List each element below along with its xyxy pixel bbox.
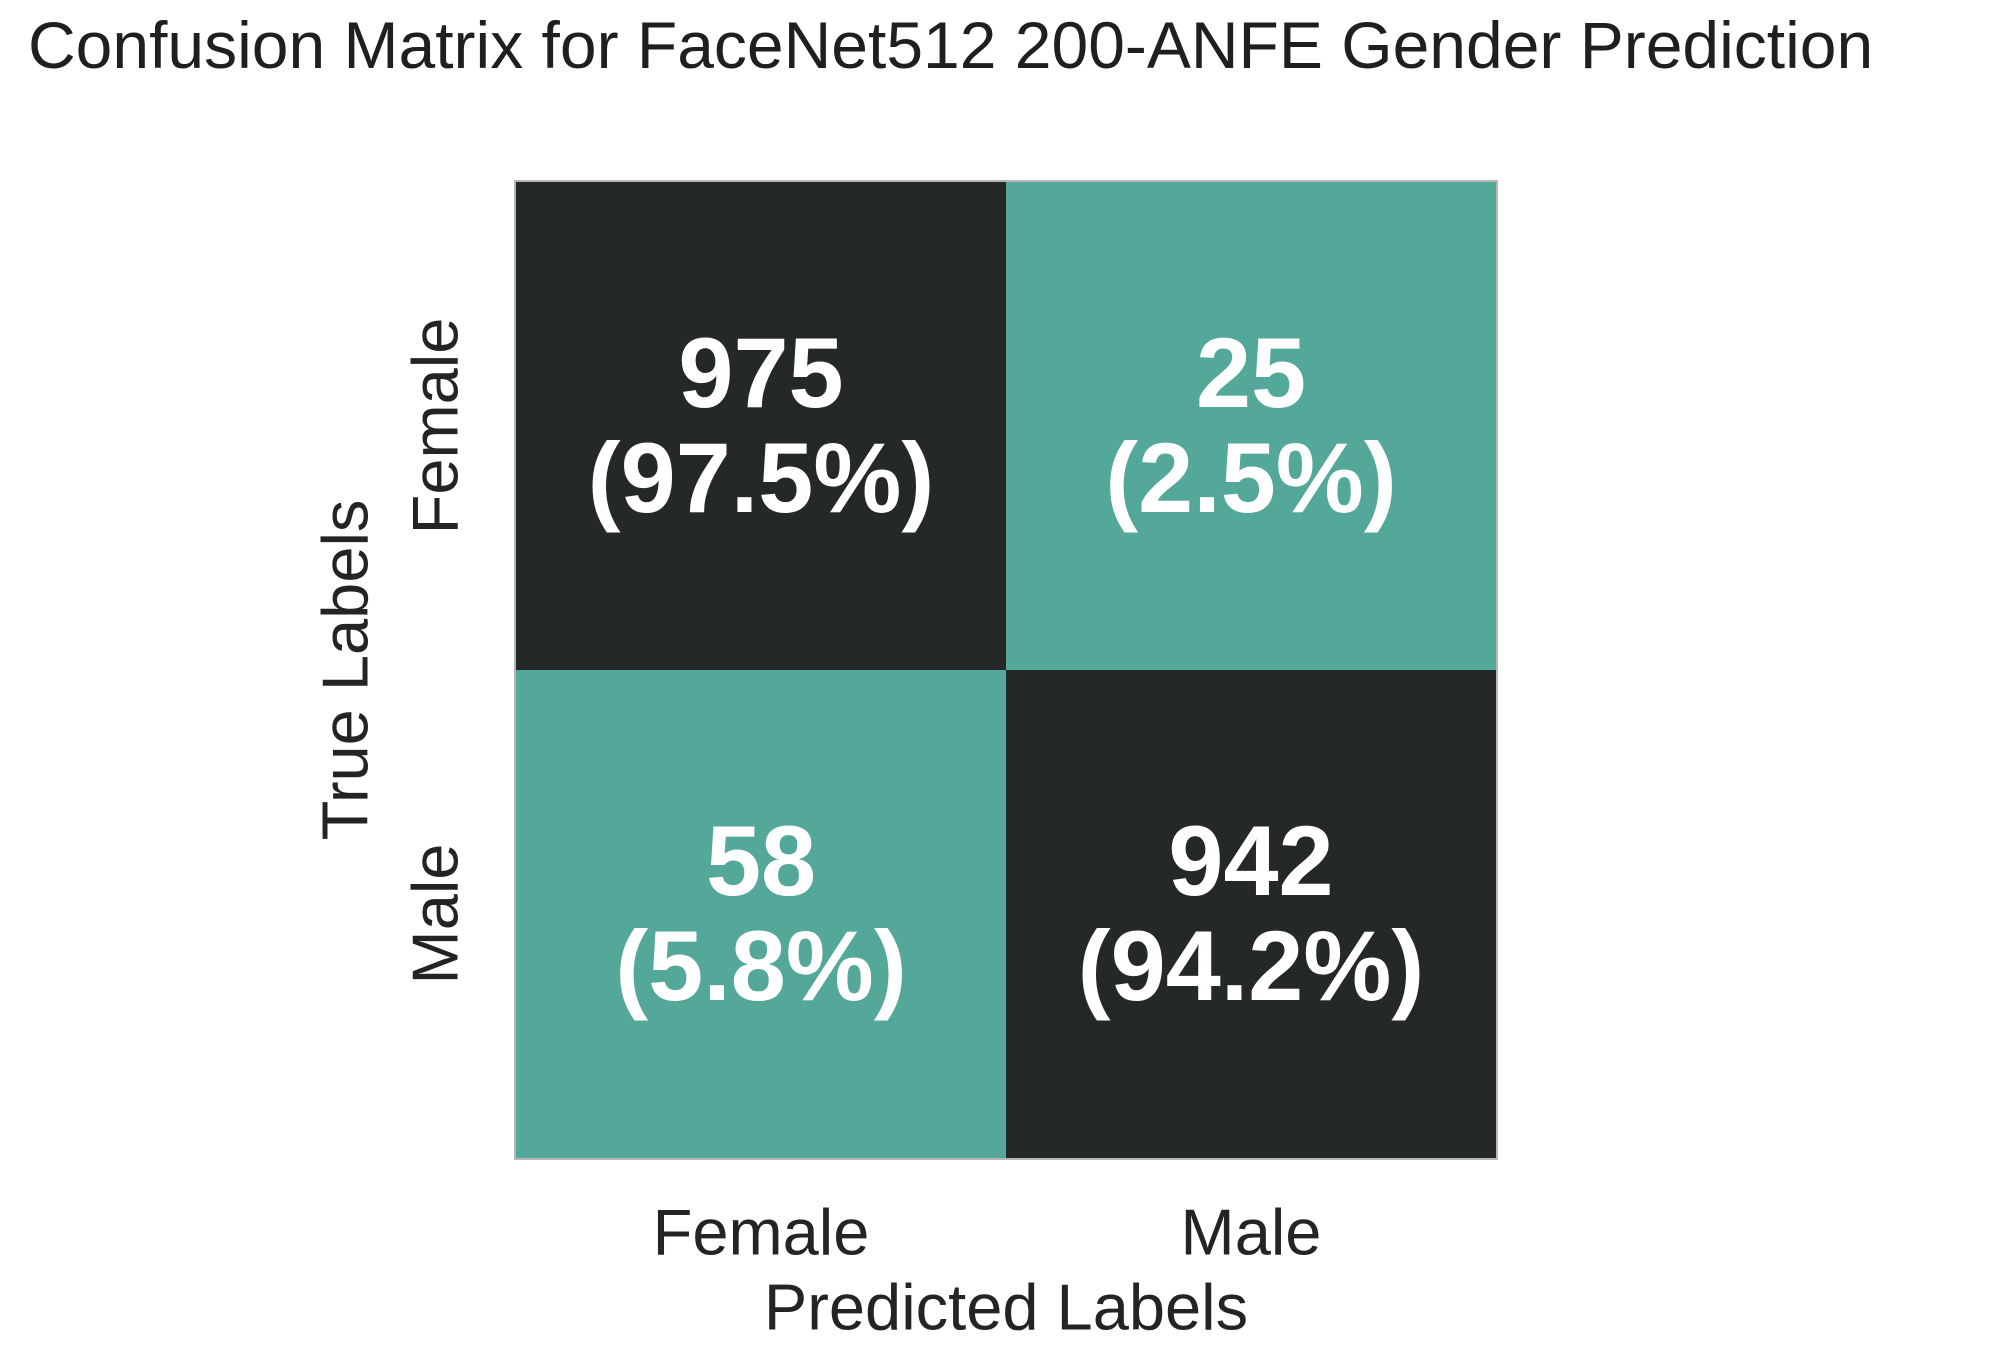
x-tick-male: Male xyxy=(1180,1195,1322,1269)
y-axis-label: True Labels xyxy=(308,499,382,841)
x-axis-label: Predicted Labels xyxy=(763,1270,1249,1344)
x-tick-female: Female xyxy=(652,1195,870,1269)
cell-percent-label: (5.8%) xyxy=(615,910,907,1021)
y-tick-male: Male xyxy=(398,843,472,985)
cell-count-label: 975 xyxy=(678,317,844,429)
cell-count-label: 25 xyxy=(1195,317,1307,429)
cell-true-male-pred-male: 942 (94.2%) xyxy=(1006,670,1496,1158)
cell-count-label: 58 xyxy=(705,805,817,917)
chart-title: Confusion Matrix for FaceNet512 200-ANFE… xyxy=(28,8,1874,82)
cell-count-label: 942 xyxy=(1168,805,1334,917)
cell-percent-label: (2.5%) xyxy=(1105,422,1397,533)
cell-true-male-pred-female: 58 (5.8%) xyxy=(516,670,1006,1158)
cell-true-female-pred-female: 975 (97.5%) xyxy=(516,182,1006,670)
confusion-matrix: 975 (97.5%) 25 (2.5%) 58 (5.8%) 942 (94.… xyxy=(516,182,1496,1158)
cell-percent-label: (97.5%) xyxy=(587,422,935,533)
y-tick-female: Female xyxy=(398,317,472,535)
cell-percent-label: (94.2%) xyxy=(1077,910,1425,1021)
cell-true-female-pred-male: 25 (2.5%) xyxy=(1006,182,1496,670)
